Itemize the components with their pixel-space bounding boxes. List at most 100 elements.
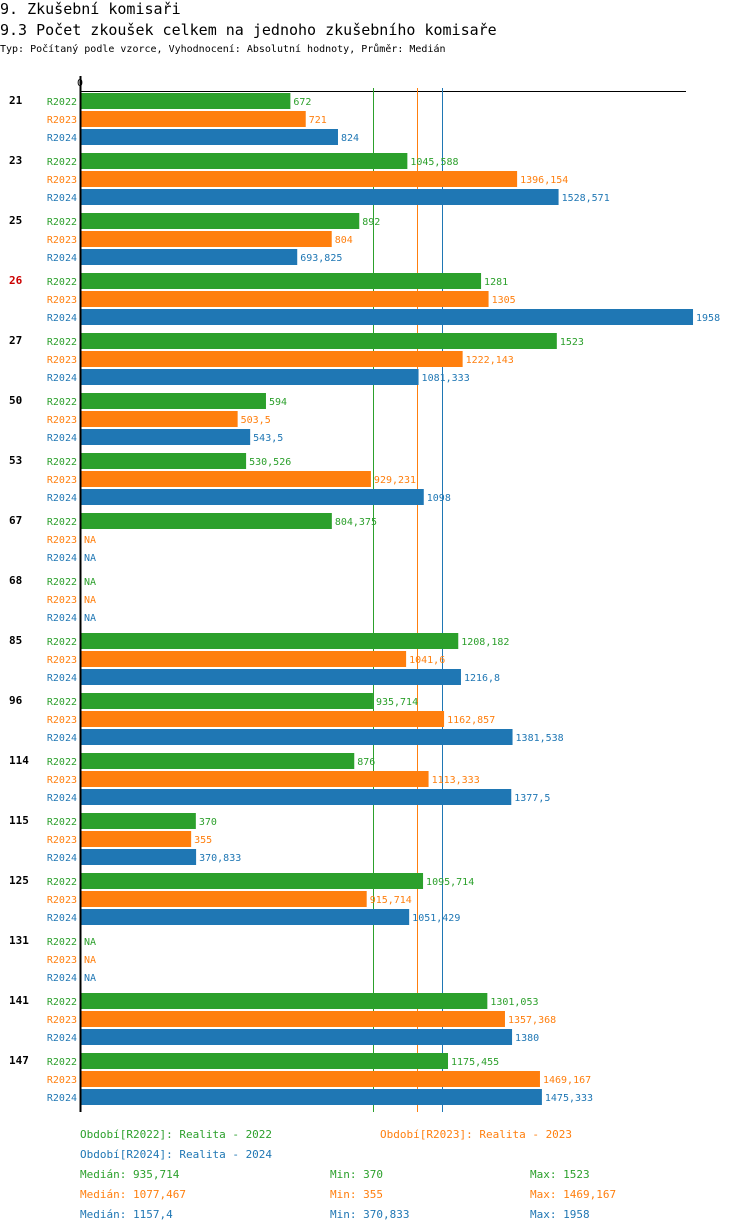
- value-label-26-r2024: 1958: [696, 313, 720, 324]
- bar-115-r2022: [80, 813, 196, 829]
- category-label-21: 21: [9, 94, 23, 107]
- value-label-147-r2024: 1475,333: [545, 1093, 593, 1104]
- series-label-r2022: R2022: [47, 97, 77, 108]
- value-label-26-r2023: 1305: [492, 295, 516, 306]
- series-label-r2023: R2023: [47, 355, 77, 366]
- bar-67-r2022: [80, 513, 332, 529]
- series-label-r2024: R2024: [47, 733, 77, 744]
- category-label-125: 125: [9, 874, 29, 887]
- legend-r2023: Období[R2023]: Realita - 2023: [380, 1128, 573, 1141]
- value-label-68-r2022: NA: [84, 577, 96, 588]
- category-label-131: 131: [9, 934, 29, 947]
- bar-115-r2023: [80, 831, 192, 847]
- bar-23-r2022: [80, 153, 408, 169]
- bar-85-r2022: [80, 633, 459, 649]
- bar-27-r2023: [80, 351, 463, 367]
- bar-114-r2024: [80, 789, 512, 805]
- value-label-50-r2022: 594: [269, 397, 287, 408]
- value-label-26-r2022: 1281: [484, 277, 508, 288]
- bar-21-r2023: [80, 111, 306, 127]
- stat-max-r2023: Max: 1469,167: [530, 1188, 617, 1201]
- series-label-r2023: R2023: [47, 235, 77, 246]
- series-label-r2022: R2022: [47, 217, 77, 228]
- value-label-50-r2024: 543,5: [253, 433, 283, 444]
- value-label-125-r2024: 1051,429: [412, 913, 460, 924]
- stat-min-r2024: Min: 370,833: [330, 1208, 410, 1221]
- series-label-r2022: R2022: [47, 817, 77, 828]
- value-label-67-r2024: NA: [84, 553, 96, 564]
- value-label-131-r2023: NA: [84, 955, 96, 966]
- series-label-r2023: R2023: [47, 175, 77, 186]
- bar-26-r2024: [80, 309, 694, 325]
- series-label-r2023: R2023: [47, 115, 77, 126]
- value-label-125-r2023: 915,714: [370, 895, 412, 906]
- series-label-r2023: R2023: [47, 415, 77, 426]
- value-label-96-r2024: 1381,538: [516, 733, 564, 744]
- value-label-67-r2022: 804,375: [335, 517, 377, 528]
- value-label-96-r2022: 935,714: [376, 697, 418, 708]
- bar-141-r2023: [80, 1011, 505, 1027]
- section-title: 9. Zkušební komisaři: [0, 0, 181, 18]
- value-label-27-r2024: 1081,333: [422, 373, 470, 384]
- bar-96-r2022: [80, 693, 373, 709]
- value-label-53-r2024: 1098: [427, 493, 451, 504]
- bar-chart: 021R2022672R2023721R202482423R20221045,5…: [9, 76, 720, 1112]
- stat-median-r2023: Medián: 1077,467: [80, 1188, 186, 1201]
- bar-23-r2023: [80, 171, 518, 187]
- value-label-85-r2023: 1041,6: [409, 655, 445, 666]
- value-label-147-r2022: 1175,455: [451, 1057, 499, 1068]
- value-label-53-r2023: 929,231: [374, 475, 416, 486]
- series-label-r2023: R2023: [47, 895, 77, 906]
- series-label-r2023: R2023: [47, 1075, 77, 1086]
- bar-50-r2024: [80, 429, 251, 445]
- bar-125-r2024: [80, 909, 410, 925]
- value-label-21-r2022: 672: [293, 97, 311, 108]
- series-label-r2024: R2024: [47, 673, 77, 684]
- value-label-114-r2023: 1113,333: [432, 775, 480, 786]
- value-label-141-r2022: 1301,053: [490, 997, 538, 1008]
- series-label-r2022: R2022: [47, 697, 77, 708]
- series-label-r2024: R2024: [47, 913, 77, 924]
- value-label-53-r2022: 530,526: [249, 457, 291, 468]
- category-label-114: 114: [9, 754, 29, 767]
- value-label-141-r2023: 1357,368: [508, 1015, 556, 1026]
- stat-max-r2022: Max: 1523: [530, 1168, 590, 1181]
- stat-median-r2024: Medián: 1157,4: [80, 1208, 173, 1221]
- series-label-r2022: R2022: [47, 757, 77, 768]
- value-label-115-r2024: 370,833: [199, 853, 241, 864]
- value-label-147-r2023: 1469,167: [543, 1075, 591, 1086]
- category-label-25: 25: [9, 214, 22, 227]
- series-label-r2022: R2022: [47, 517, 77, 528]
- value-label-67-r2023: NA: [84, 535, 96, 546]
- legend-r2024: Období[R2024]: Realita - 2024: [80, 1148, 273, 1161]
- bar-96-r2023: [80, 711, 445, 727]
- bar-25-r2022: [80, 213, 360, 229]
- value-label-27-r2023: 1222,143: [466, 355, 514, 366]
- bar-50-r2023: [80, 411, 238, 427]
- value-label-131-r2022: NA: [84, 937, 96, 948]
- value-label-85-r2024: 1216,8: [464, 673, 500, 684]
- category-label-26: 26: [9, 274, 23, 287]
- category-label-53: 53: [9, 454, 22, 467]
- series-label-r2023: R2023: [47, 655, 77, 666]
- series-label-r2024: R2024: [47, 973, 77, 984]
- bar-96-r2024: [80, 729, 513, 745]
- bar-25-r2024: [80, 249, 298, 265]
- series-label-r2022: R2022: [47, 397, 77, 408]
- value-label-21-r2024: 824: [341, 133, 359, 144]
- series-label-r2023: R2023: [47, 835, 77, 846]
- value-label-114-r2022: 876: [357, 757, 375, 768]
- series-label-r2024: R2024: [47, 553, 77, 564]
- bar-27-r2024: [80, 369, 419, 385]
- series-label-r2024: R2024: [47, 1033, 77, 1044]
- value-label-27-r2022: 1523: [560, 337, 584, 348]
- bar-53-r2023: [80, 471, 371, 487]
- series-label-r2024: R2024: [47, 433, 77, 444]
- bar-147-r2024: [80, 1089, 542, 1105]
- chart-subtitle: Typ: Počítaný podle vzorce, Vyhodnocení:…: [0, 44, 446, 55]
- bar-26-r2023: [80, 291, 489, 307]
- series-label-r2023: R2023: [47, 715, 77, 726]
- bar-147-r2022: [80, 1053, 449, 1069]
- category-label-85: 85: [9, 634, 22, 647]
- bar-21-r2024: [80, 129, 338, 145]
